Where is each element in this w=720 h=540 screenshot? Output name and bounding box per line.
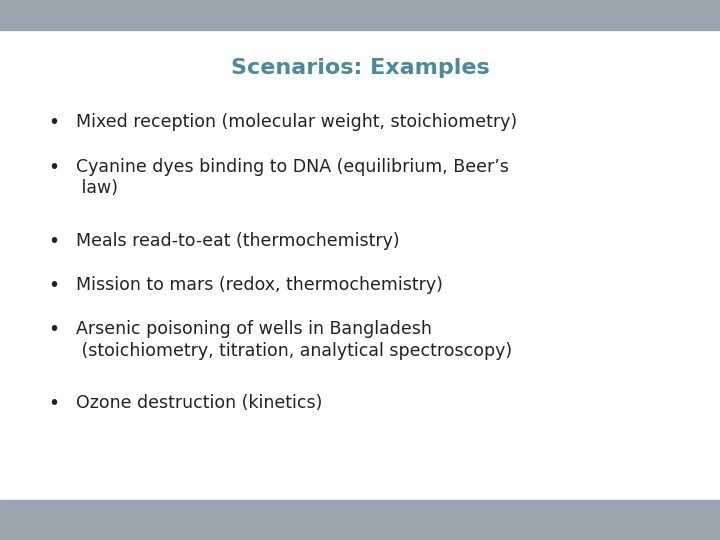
- Text: Mixed reception (molecular weight, stoichiometry): Mixed reception (molecular weight, stoic…: [76, 113, 517, 131]
- Text: http://www.chemcollective.org: http://www.chemcollective.org: [264, 514, 456, 526]
- Text: Meals read-to-eat (thermochemistry): Meals read-to-eat (thermochemistry): [76, 232, 399, 249]
- Text: •: •: [48, 276, 60, 295]
- Text: •: •: [48, 232, 60, 251]
- Text: Ozone destruction (kinetics): Ozone destruction (kinetics): [76, 394, 322, 412]
- Text: •: •: [48, 394, 60, 413]
- Text: CMU 2009: CMU 2009: [25, 514, 96, 526]
- Text: •: •: [48, 113, 60, 132]
- Text: Cyanine dyes binding to DNA (equilibrium, Beer’s
 law): Cyanine dyes binding to DNA (equilibrium…: [76, 158, 508, 197]
- Text: 23: 23: [679, 514, 695, 526]
- Text: •: •: [48, 320, 60, 339]
- Text: Mission to mars (redox, thermochemistry): Mission to mars (redox, thermochemistry): [76, 276, 443, 294]
- Text: Arsenic poisoning of wells in Bangladesh
 (stoichiometry, titration, analytical : Arsenic poisoning of wells in Bangladesh…: [76, 320, 512, 360]
- Text: •: •: [48, 158, 60, 177]
- Text: Scenarios: Examples: Scenarios: Examples: [230, 57, 490, 78]
